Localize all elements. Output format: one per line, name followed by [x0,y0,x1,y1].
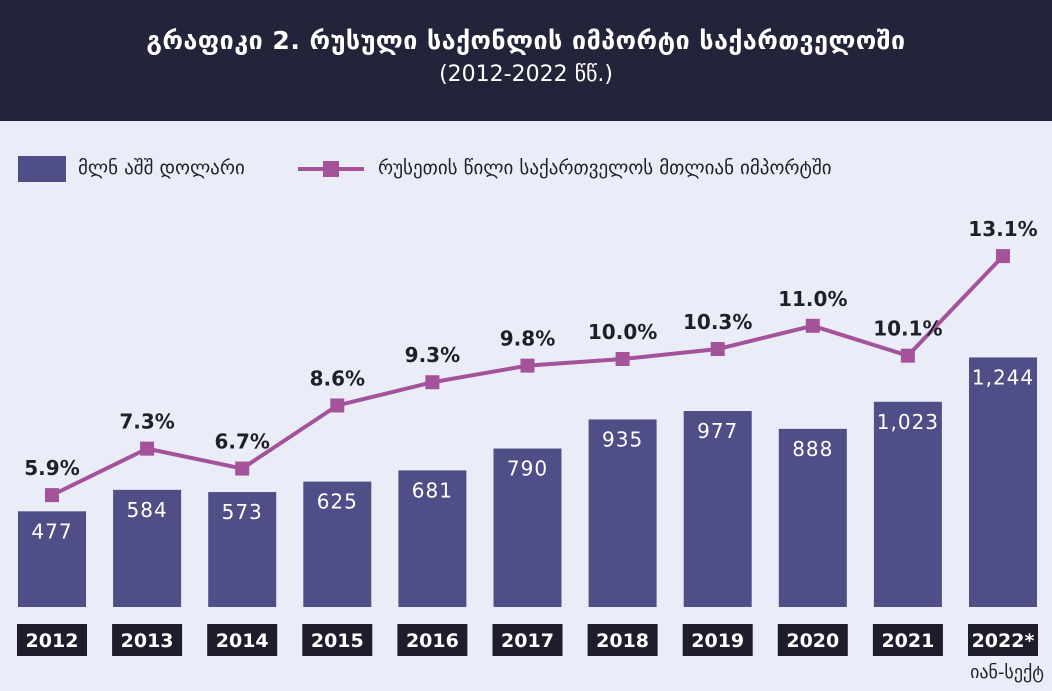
bar [303,481,372,607]
legend-line-swatch [298,161,364,177]
period-footnote: იან-სექტ [970,662,1044,683]
x-tick-label: 2016 [406,630,459,652]
x-tick-box [17,624,87,656]
share-point [710,342,725,357]
bar [493,448,562,607]
x-tick-label: 2013 [121,630,174,652]
share-value-label: 11.0% [778,287,847,311]
chart-header: გრაფიკი 2. რუსული საქონლის იმპორტი საქარ… [0,0,1052,121]
x-tick-box [872,624,943,656]
share-point [140,441,155,456]
share-value-label: 9.8% [500,327,555,351]
share-point [615,352,630,366]
x-tick-label: 2012 [26,630,79,652]
x-tick-label: 2022* [972,630,1035,652]
x-tick-box [112,624,183,656]
share-value-label: 10.0% [588,320,657,344]
bar-value-label: 477 [31,519,72,543]
x-tick-box [302,624,373,656]
bar-value-label: 625 [317,490,358,514]
x-tick-box [587,624,658,656]
share-point [235,461,250,476]
x-tick-label: 2015 [311,630,364,652]
share-point [996,249,1010,264]
x-tick-box [397,624,468,656]
x-tick-box [207,624,278,656]
chart-legend: მლნ აშშ დოლარი რუსეთის წილი საქართველოს … [0,150,1052,190]
x-tick-label: 2020 [786,630,839,652]
legend-line-label: რუსეთის წილი საქართველოს მთლიან იმპორტში [378,157,832,179]
bar-value-label: 1,244 [972,365,1034,389]
bar [113,489,182,607]
x-tick-label: 2021 [881,630,934,652]
bar [873,401,942,607]
bar [969,357,1037,607]
share-point [425,375,440,390]
share-value-label: 7.3% [119,410,174,434]
bar-value-label: 573 [222,500,263,524]
share-value-label: 10.3% [683,310,752,334]
bar [588,419,657,607]
legend-bar-swatch [18,156,66,182]
bar-value-label: 790 [507,457,548,481]
bar [778,428,847,607]
share-point [900,348,915,363]
x-tick-label: 2014 [216,630,269,652]
bar [683,411,752,607]
share-value-label: 13.1% [968,217,1037,241]
bar-value-label: 935 [602,427,643,451]
bar-value-label: 977 [697,419,738,443]
bar-value-label: 681 [412,478,453,502]
share-point [520,358,535,373]
share-point [805,318,820,333]
bar-value-label: 584 [127,498,168,522]
share-value-label: 6.7% [214,430,269,454]
x-tick-label: 2018 [596,630,649,652]
chart-title: გრაფიკი 2. რუსული საქონლის იმპორტი საქარ… [146,26,906,55]
share-value-label: 10.1% [873,317,942,341]
share-point [330,398,345,413]
x-tick-box [968,624,1038,656]
bar-value-label: 888 [792,437,833,461]
bar-value-label: 1,023 [877,410,939,434]
x-tick-label: 2019 [691,630,744,652]
share-value-label: 9.3% [405,343,460,367]
x-tick-label: 2017 [501,630,554,652]
x-tick-box [492,624,563,656]
bar [208,492,277,607]
share-value-label: 8.6% [310,366,365,390]
x-tick-box [682,624,753,656]
share-value-label: 5.9% [24,456,79,480]
chart-subtitle: (2012-2022 წწ.) [439,62,613,87]
legend-bar-label: მლნ აშშ დოლარი [78,157,245,179]
bar [18,511,86,607]
bar [398,470,467,607]
share-point [45,488,59,503]
x-tick-box [777,624,848,656]
